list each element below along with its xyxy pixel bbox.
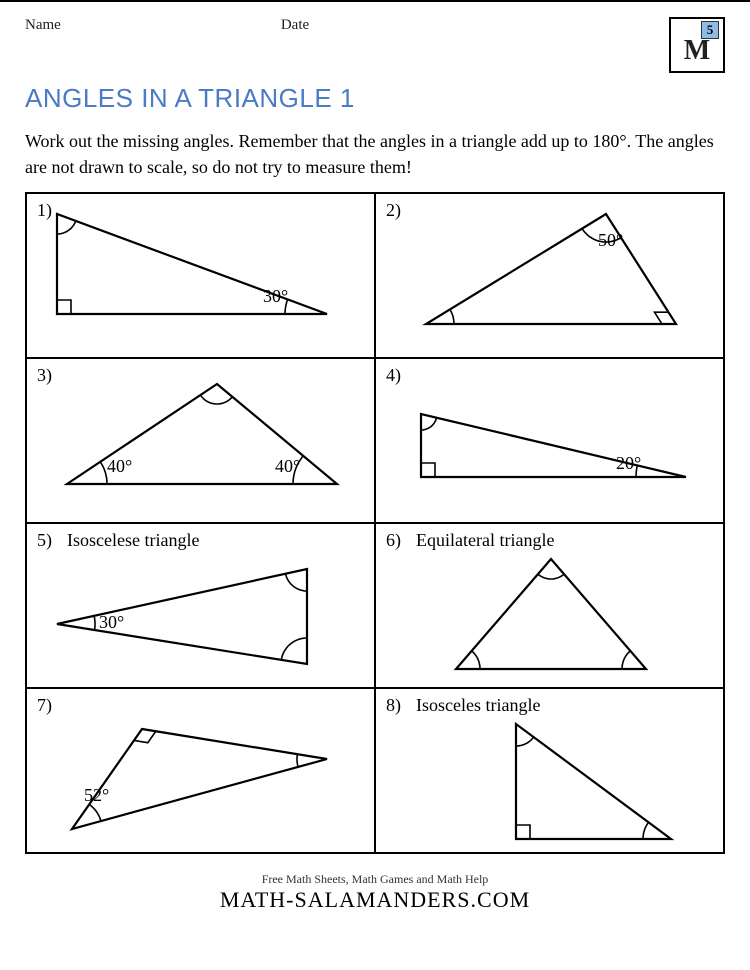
name-label: Name (25, 17, 61, 34)
problem-grid: 1)30°2)50°3)40°40°4)20°5)Isoscelese tria… (25, 192, 725, 854)
footer: Free Math Sheets, Math Games and Math He… (25, 872, 725, 913)
problem-cell: 8)Isosceles triangle (375, 688, 724, 853)
angle-label: 40° (275, 456, 300, 476)
logo-letter: M (684, 35, 710, 67)
problem-cell: 2)50° (375, 193, 724, 358)
triangle-diagram: 50° (376, 194, 706, 354)
triangle-diagram: 20° (376, 359, 706, 519)
triangle-diagram: 30° (27, 524, 357, 684)
worksheet-page: Name Date 5 M ANGLES IN A TRIANGLE 1 Wor… (0, 0, 750, 933)
header: Name Date 5 M (25, 17, 725, 73)
logo: 5 M (669, 17, 725, 73)
footer-site: MATH-SALAMANDERS.COM (25, 887, 725, 913)
problem-cell: 5)Isoscelese triangle30° (26, 523, 375, 688)
triangle-diagram (376, 524, 706, 684)
instructions-text: Work out the missing angles. Remember th… (25, 128, 725, 180)
angle-label: 50° (598, 230, 623, 250)
angle-label: 52° (84, 785, 109, 805)
problem-cell: 3)40°40° (26, 358, 375, 523)
angle-label: 40° (107, 456, 132, 476)
problem-cell: 1)30° (26, 193, 375, 358)
triangle-diagram (376, 689, 706, 849)
worksheet-title: ANGLES IN A TRIANGLE 1 (25, 83, 725, 114)
grade-badge: 5 (701, 21, 719, 39)
angle-label: 30° (263, 286, 288, 306)
angle-label: 30° (99, 612, 124, 632)
triangle-diagram: 30° (27, 194, 357, 354)
triangle-diagram: 40° 40° (27, 359, 357, 519)
footer-tagline: Free Math Sheets, Math Games and Math He… (25, 872, 725, 887)
angle-label: 20° (616, 453, 641, 473)
problem-cell: 6)Equilateral triangle (375, 523, 724, 688)
date-label: Date (281, 17, 309, 34)
problem-cell: 7)52° (26, 688, 375, 853)
triangle-diagram: 52° (27, 689, 357, 849)
problem-cell: 4)20° (375, 358, 724, 523)
